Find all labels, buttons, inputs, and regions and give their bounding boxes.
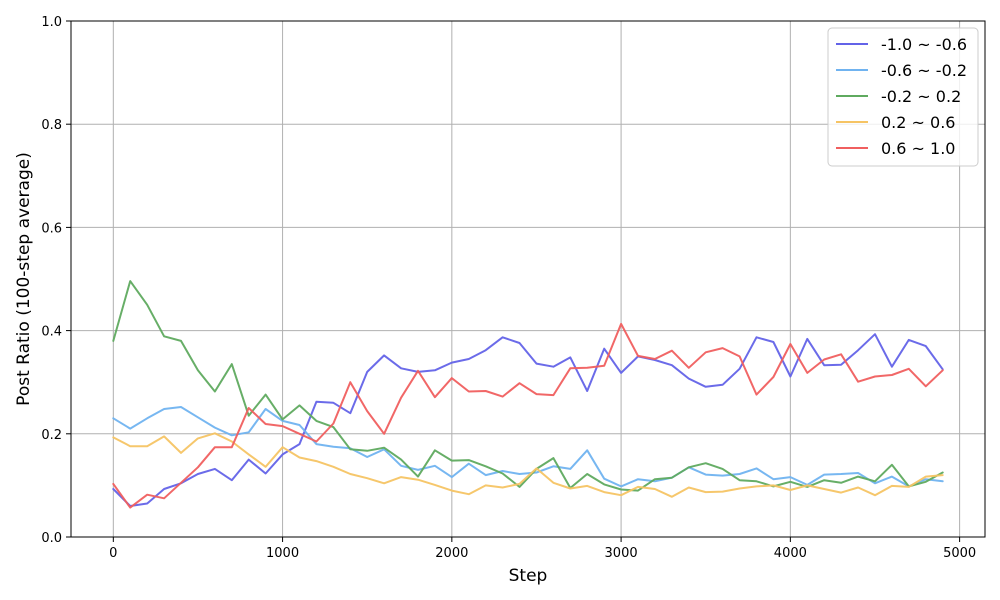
x-tick-label: 1000 — [266, 546, 299, 561]
legend: -1.0 ~ -0.6 -0.6 ~ -0.2 -0.2 ~ 0.2 0.2 ~ 0.… — [827, 27, 979, 167]
series-line-1 — [112, 333, 944, 507]
legend-box — [827, 27, 979, 167]
series-line-2 — [112, 406, 944, 488]
y-tick-label: 0.6 — [41, 221, 62, 236]
x-tick-label: 5000 — [943, 546, 976, 561]
x-tick-label: 0 — [109, 546, 117, 561]
legend-label: 0.2 ~ 0.6 — [881, 113, 955, 132]
series-line-4 — [112, 432, 944, 498]
x-tick-label: 2000 — [435, 546, 468, 561]
y-tick-label: 0.2 — [41, 428, 62, 443]
x-tick-label: 4000 — [774, 546, 807, 561]
y-tick-label: 1.0 — [41, 15, 62, 30]
series-lines — [112, 280, 944, 509]
y-axis-title: Post Ratio (100-step average) — [14, 152, 34, 406]
series-line-5 — [112, 322, 944, 509]
axis-ticks: 0 1000 2000 3000 4000 5000 0.0 0.2 0.4 0.6 0.8 1.0 — [41, 15, 976, 561]
legend-label: -1.0 ~ -0.6 — [881, 35, 967, 54]
legend-label: -0.2 ~ 0.2 — [881, 87, 961, 106]
x-axis-title: Step — [509, 566, 548, 586]
y-tick-label: 0.8 — [41, 118, 62, 133]
y-tick-label: 0.4 — [41, 325, 62, 340]
legend-label: 0.6 ~ 1.0 — [881, 139, 955, 158]
legend-label: -0.6 ~ -0.2 — [881, 61, 967, 80]
y-tick-label: 0.0 — [41, 531, 62, 546]
x-tick-label: 3000 — [605, 546, 638, 561]
plot-frame — [70, 20, 986, 538]
